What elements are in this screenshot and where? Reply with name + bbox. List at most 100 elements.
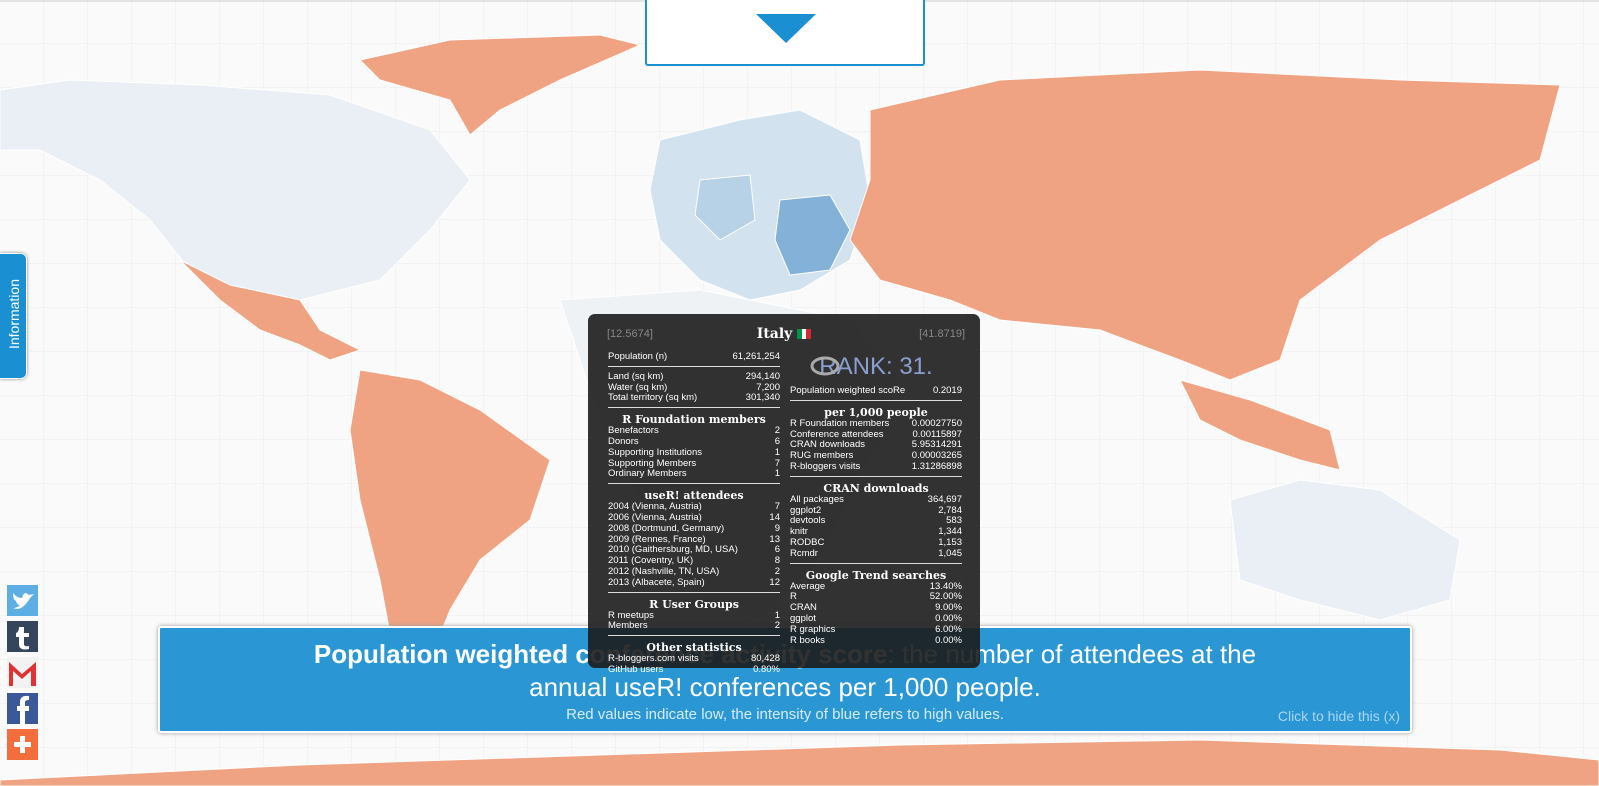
stat-group: R Foundation members Benefactors 2 Donors 6 S… (608, 413, 780, 485)
r-logo (810, 356, 840, 376)
twitter-icon (13, 593, 34, 609)
stat-row: CRAN 9.00% (790, 602, 962, 614)
tab-label: Information (6, 278, 22, 350)
stat-value: 1 (774, 468, 780, 480)
stat-group: R User Groups R meetups 1 Members 2 (608, 598, 780, 637)
left-column: Population (n) 61,261,254 Land (sq km) 294,… (608, 351, 780, 684)
stat-label: ggplot (790, 612, 816, 624)
stat-label: R (790, 591, 797, 603)
stat-label: ggplot2 (790, 504, 822, 516)
share-buttons[interactable] (7, 585, 38, 760)
stat-value: 1,344 (938, 526, 962, 538)
country-tooltip: [12.5674] [41.8719] Italy Population (n)… (588, 314, 980, 675)
stat-row: R 52.00% (790, 592, 962, 603)
hide-link[interactable]: Click to hide this (x) (1277, 708, 1400, 724)
plus-icon (14, 736, 31, 753)
stat-label: R-bloggers.com visits (608, 653, 699, 665)
stat-row: Land (sq km) 294,140 (608, 370, 780, 383)
stat-value: 364,697 (927, 493, 962, 505)
stat-value: 6.00% (935, 623, 962, 635)
stat-row: 2011 (Coventry, UK) 8 (608, 555, 780, 567)
stat-row: 2013 (Albacete, Spain) 12 (608, 576, 780, 589)
stat-row: R graphics 6.00% (790, 623, 962, 636)
stat-row: 2012 (Nashville, TN, USA) 2 (608, 565, 780, 578)
banner-subtitle: Red values indicate low, the intensity o… (566, 706, 1004, 723)
stat-value: 52.00% (929, 591, 962, 603)
stat-label: 2012 (Nashville, TN, USA) (608, 565, 720, 577)
longitude: [12.5674] (607, 328, 653, 340)
stat-row: GitHub users 0.80% (608, 664, 780, 676)
stat-label: 2004 (Vienna, Austria) (608, 501, 702, 513)
stat-group: Land (sq km) 294,140 Water (sq km) 7,200 Tot… (608, 370, 780, 409)
stat-row: Ordinary Members 1 (608, 469, 780, 480)
stat-value: 80,428 (750, 653, 780, 665)
stat-row: R books 0.00% (790, 634, 962, 647)
tumblr-icon (16, 627, 29, 650)
stat-value: 6 (774, 544, 780, 556)
group-heading: R User Groups (649, 597, 739, 611)
stat-label: Benefactors (608, 425, 659, 437)
stat-group: per 1,000 people R Foundation members 0.00… (790, 406, 962, 477)
stat-label: devtools (790, 515, 826, 527)
stat-label: R meetups (608, 609, 654, 621)
stat-label: 2006 (Vienna, Austria) (608, 511, 702, 523)
stat-label: Population weighted scoRe (790, 385, 906, 396)
stat-value: 1 (774, 609, 780, 621)
stat-value: 7 (774, 457, 780, 469)
stat-row: knitr 1,344 (790, 526, 962, 538)
stat-value: 0.00% (935, 634, 962, 646)
stat-group: useR! attendees 2004 (Vienna, Austria) 7 20… (608, 489, 780, 593)
stat-row: Rcmdr 1,045 (790, 547, 962, 560)
stat-row: 2009 (Rennes, France) 13 (608, 534, 780, 546)
stat-group: CRAN downloads All packages 364,697 ggplot2… (790, 482, 962, 564)
stat-value: 2 (774, 565, 780, 577)
stat-value: 2,784 (938, 504, 962, 516)
stat-row: CRAN downloads 5.95314291 (790, 440, 962, 451)
latitude: [41.8719] (919, 328, 965, 340)
stat-label: Members (608, 620, 648, 632)
group-heading: CRAN downloads (823, 481, 929, 495)
stat-label: All packages (790, 493, 844, 505)
stat-row: RODBC 1,153 (790, 536, 962, 549)
stat-label: Population (n) (608, 351, 668, 362)
stat-label: R-bloggers visits (790, 460, 861, 472)
stat-label: Rcmdr (790, 547, 818, 559)
stat-label: Supporting Institutions (608, 446, 703, 458)
stat-group: Google Trend searches Average 13.40% R 52.00… (790, 569, 962, 650)
group-heading: Other statistics (646, 641, 742, 655)
information-tab[interactable]: Information (0, 253, 27, 379)
stat-value: 9.00% (935, 602, 962, 614)
dropdown-arrow (756, 14, 816, 43)
stat-label: knitr (790, 526, 808, 538)
stat-label: 2010 (Gaithersburg, MD, USA) (608, 544, 738, 556)
stat-value: 8 (774, 555, 780, 567)
stat-row: Conference attendees 0.00115897 (790, 428, 963, 441)
stat-label: Donors (608, 435, 639, 447)
stat-row: Supporting Members 7 (608, 457, 780, 470)
stat-value: 7,200 (756, 381, 780, 393)
stat-group: Population weighted scoRe 0.2019 (790, 385, 962, 401)
stat-label: R books (790, 634, 825, 646)
stat-value: 2 (774, 425, 780, 437)
stat-value: 1,153 (938, 536, 962, 548)
group-heading: per 1,000 people (824, 405, 928, 419)
country-label: Italy (756, 326, 793, 342)
stat-label: RUG members (790, 450, 854, 462)
group-heading: Google Trend searches (805, 568, 947, 582)
stat-value: 1.31286898 (911, 460, 962, 472)
stat-group: Population (n) 61,261,254 (608, 351, 780, 367)
stat-value: 7 (774, 501, 780, 513)
stat-row: ggplot 0.00% (790, 612, 962, 625)
stat-label: Average (790, 580, 826, 592)
stat-row: ggplot2 2,784 (790, 504, 962, 517)
stat-row: Average 13.40% (790, 580, 962, 593)
stat-label: Water (sq km) (608, 381, 668, 393)
country-name: Italy (588, 326, 980, 342)
stat-value: 0.00115897 (912, 428, 963, 440)
dropdown-panel[interactable] (645, 0, 925, 66)
stat-row: R meetups 1 (608, 609, 780, 622)
stat-label: 2013 (Albacete, Spain) (608, 576, 705, 588)
stat-label: CRAN (790, 602, 817, 614)
stat-label: Land (sq km) (608, 370, 664, 382)
